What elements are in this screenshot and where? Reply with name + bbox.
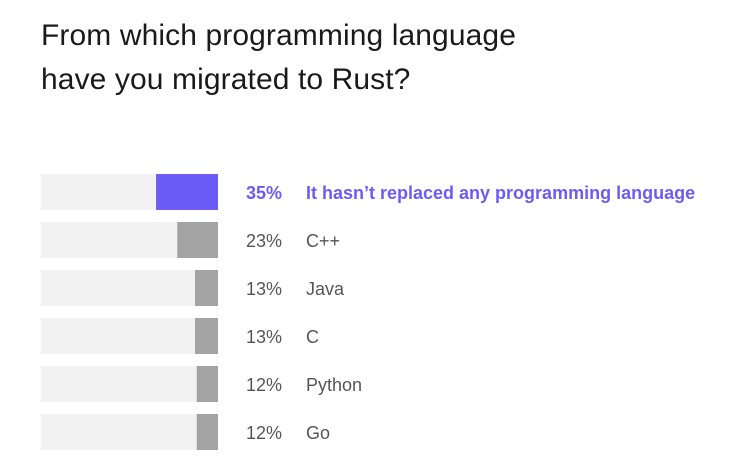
category-label: C++	[306, 231, 340, 251]
value-label: 23%	[246, 231, 282, 251]
category-label: Java	[306, 279, 345, 299]
bar-track	[41, 414, 218, 450]
bar	[194, 318, 218, 354]
category-label: Go	[306, 423, 330, 443]
bar	[194, 270, 218, 306]
value-label: 12%	[246, 423, 282, 443]
chart-title: From which programming language have you…	[41, 14, 516, 102]
chart-title-line-2: have you migrated to Rust?	[41, 63, 411, 96]
value-label: 13%	[246, 279, 282, 299]
bar-track	[41, 366, 218, 402]
value-label: 35%	[246, 183, 282, 203]
bar	[177, 222, 218, 258]
value-label: 13%	[246, 327, 282, 347]
value-label: 12%	[246, 375, 282, 395]
bar-track	[41, 318, 218, 354]
bar-track	[41, 270, 218, 306]
bar	[196, 366, 218, 402]
category-label: C	[306, 327, 319, 347]
category-label: It hasn’t replaced any programming langu…	[306, 183, 695, 203]
category-label: Python	[306, 375, 362, 395]
chart-title-line-1: From which programming language	[41, 19, 516, 52]
bar	[156, 174, 218, 210]
bar	[196, 414, 218, 450]
